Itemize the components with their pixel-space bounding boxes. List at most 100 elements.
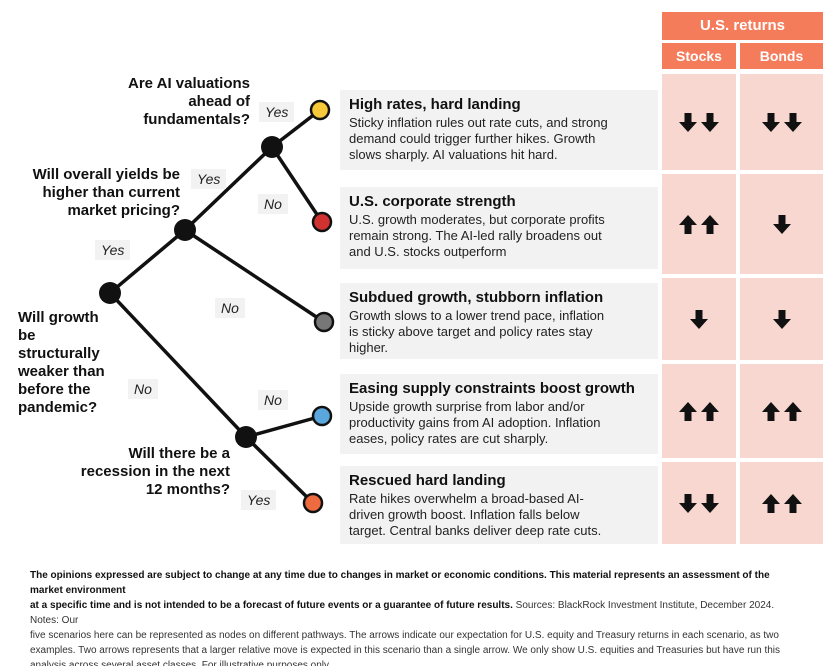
question-line: fundamentals? [143, 111, 250, 128]
arrow-up-icon [783, 493, 802, 513]
arrow-down-icon [783, 112, 802, 132]
question-line: recession in the next [80, 463, 230, 480]
stocks-return-cell [662, 74, 736, 170]
branch-label-yields-yes: Yes [191, 169, 227, 189]
arrow-down-icon [701, 112, 719, 132]
description-line: productivity gains from AI adoption. Inf… [349, 415, 601, 430]
arrow-down-icon [679, 112, 697, 132]
question-line: structurally [18, 345, 100, 362]
scenario-node-rescued-landing [302, 492, 324, 514]
arrow-up-icon [701, 214, 719, 234]
decision-node-growth [99, 282, 121, 304]
decision-node-ai [261, 136, 283, 158]
question-line: before the [18, 381, 91, 398]
scenario-title: Easing supply constraints boost growth [349, 380, 635, 397]
footnote-disclaimer: The opinions expressed are subject to ch… [30, 570, 770, 596]
bonds-return-cell [740, 74, 823, 170]
footnote-line: five scenarios here can be represented a… [30, 630, 779, 641]
description-line: and U.S. stocks outperform [349, 244, 507, 259]
arrow-down-icon [701, 493, 719, 513]
question-yields: Will overall yields be higher than curre… [20, 166, 180, 220]
branch-label-recession-no: No [258, 390, 288, 410]
scenario-title: Rescued hard landing [349, 472, 506, 489]
bonds-return-cell [740, 364, 823, 458]
scenario-description: Sticky inflation rules out rate cuts, an… [349, 115, 650, 163]
description-line: driven growth boost. Inflation falls bel… [349, 507, 580, 522]
description-line: slows sharply. AI valuations hit hard. [349, 147, 558, 162]
question-line: Will overall yields be [32, 166, 180, 183]
stocks-return-cell [662, 174, 736, 274]
arrow-up-icon [783, 401, 802, 421]
question-line: higher than current [42, 184, 180, 201]
branch-label-yields-no: No [215, 298, 245, 318]
scenario-corporate-strength: U.S. corporate strength U.S. growth mode… [340, 187, 658, 269]
question-line: weaker than [18, 363, 105, 380]
description-line: demand could trigger further hikes. Grow… [349, 131, 596, 146]
description-line: eases, policy rates are cut sharply. [349, 431, 549, 446]
decision-tree [99, 99, 335, 514]
footnote-sources: Sources: BlackRock Investment Institute,… [30, 600, 775, 626]
bonds-column-header: Bonds [740, 43, 823, 69]
description-line: higher. [349, 340, 389, 355]
tree-branches [108, 108, 326, 505]
footnote-disclaimer-line: The opinions expressed are subject to ch… [30, 568, 800, 598]
scenario-title: High rates, hard landing [349, 96, 521, 113]
branch-label-growth-no: No [128, 379, 158, 399]
arrow-down-icon [679, 493, 697, 513]
footnote: The opinions expressed are subject to ch… [30, 568, 800, 666]
description-line: Growth slows to a lower trend pace, infl… [349, 308, 605, 323]
description-line: remain strong. The AI-led rally broadens… [349, 228, 602, 243]
branch-recession-yes [244, 435, 315, 505]
arrow-up-icon [679, 214, 697, 234]
branch-growth-yes [108, 228, 187, 295]
description-line: Upside growth surprise from labor and/or [349, 399, 585, 414]
bonds-return-cell [740, 278, 823, 360]
question-line: market pricing? [67, 202, 180, 219]
question-line: 12 months? [145, 481, 230, 498]
stocks-return-cell [662, 462, 736, 544]
description-line: is sticky above target and policy rates … [349, 324, 593, 339]
scenario-description: Rate hikes overwhelm a broad-based AI- d… [349, 491, 650, 539]
question-line: Will there be a [128, 445, 230, 462]
stocks-return-cell [662, 278, 736, 360]
scenario-rescued-landing: Rescued hard landing Rate hikes overwhel… [340, 466, 658, 544]
scenario-node-subdued-growth [313, 311, 335, 333]
arrow-down-icon [772, 309, 791, 329]
branch-yields-no [183, 228, 326, 324]
footnote-line: analysis across several asset classes. F… [30, 660, 332, 666]
scenario-description: U.S. growth moderates, but corporate pro… [349, 212, 650, 260]
scenario-node-high-rates [309, 99, 331, 121]
footnote-disclaimer-line: at a specific time and is not intended t… [30, 598, 800, 628]
branch-yields-yes [183, 145, 274, 232]
scenario-high-rates: High rates, hard landing Sticky inflatio… [340, 90, 658, 170]
question-growth: Will growth be structurally weaker than … [18, 309, 105, 417]
branch-label-ai-no: No [258, 194, 288, 214]
arrow-up-icon [679, 401, 697, 421]
question-line: pandemic? [18, 399, 98, 416]
scenario-node-corporate-strength [311, 211, 333, 233]
description-line: U.S. growth moderates, but corporate pro… [349, 212, 605, 227]
scenario-subdued-growth: Subdued growth, stubborn inflation Growt… [340, 283, 658, 359]
description-line: target. Central banks deliver deep rate … [349, 523, 602, 538]
bonds-return-cell [740, 462, 823, 544]
branch-label-recession-yes: Yes [241, 490, 277, 510]
arrow-down-icon [690, 309, 708, 329]
scenario-easing-supply: Easing supply constraints boost growth U… [340, 374, 658, 454]
question-recession: Will there be a recession in the next 12… [80, 445, 230, 499]
scenario-description: Upside growth surprise from labor and/or… [349, 399, 650, 447]
question-line: be [18, 327, 36, 344]
decision-node-yields [174, 219, 196, 241]
question-line: ahead of [188, 93, 250, 110]
scenario-description: Growth slows to a lower trend pace, infl… [349, 308, 650, 356]
arrow-down-icon [761, 112, 780, 132]
description-line: Rate hikes overwhelm a broad-based AI- [349, 491, 584, 506]
stocks-return-cell [662, 364, 736, 458]
question-ai: Are AI valuations ahead of fundamentals? [100, 75, 250, 129]
arrow-up-icon [761, 493, 780, 513]
scenario-title: Subdued growth, stubborn inflation [349, 289, 604, 306]
scenario-title: U.S. corporate strength [349, 193, 516, 210]
branch-ai-no [270, 145, 324, 224]
decision-node-recession [235, 426, 257, 448]
description-line: Sticky inflation rules out rate cuts, an… [349, 115, 608, 130]
branch-recession-no [244, 414, 324, 439]
